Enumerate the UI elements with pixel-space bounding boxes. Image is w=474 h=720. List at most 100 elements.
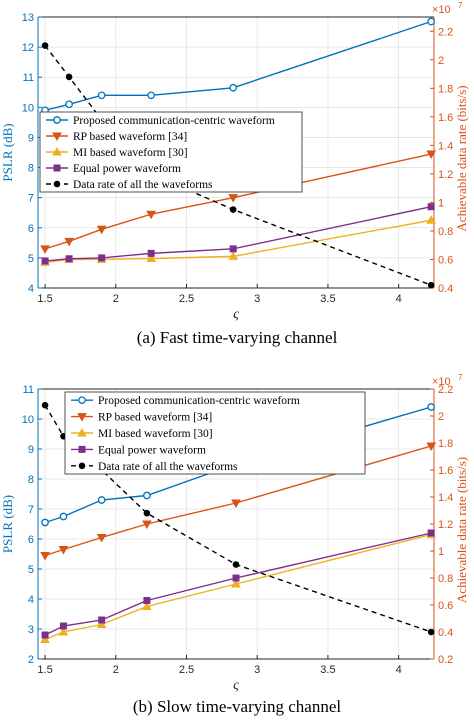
data-point bbox=[426, 442, 437, 452]
y-tick-label: 5 bbox=[28, 564, 34, 576]
right-axis-exponent-power: 7 bbox=[458, 1, 463, 10]
y-tick-label: 3 bbox=[28, 624, 34, 636]
y-tick-label: 8 bbox=[28, 163, 34, 175]
series-line bbox=[44, 20, 432, 112]
data-point bbox=[40, 552, 50, 561]
x-axis-label: ς bbox=[233, 307, 239, 322]
series-1 bbox=[41, 17, 436, 115]
y-right-axis-label: Achievable data rate (bits/s) bbox=[454, 457, 469, 603]
data-point bbox=[228, 251, 239, 260]
y-tick-label: 4 bbox=[28, 283, 34, 295]
legend: Proposed communication-centric waveform R… bbox=[64, 391, 366, 475]
y-tick-label: 13 bbox=[22, 12, 34, 24]
legend-marker bbox=[77, 427, 87, 437]
data-point bbox=[58, 626, 69, 636]
y-tick-label: 10 bbox=[22, 414, 34, 426]
x-tick-label: 2 bbox=[113, 293, 119, 305]
chart-panel-b: 1.5 2 2.5 3 3.5 42345678910110.20.40.60.811.2… bbox=[0, 373, 469, 693]
series-4 bbox=[41, 529, 435, 639]
legend-label: Equal power waveform bbox=[73, 163, 181, 175]
data-point bbox=[427, 403, 436, 411]
data-point bbox=[41, 257, 49, 265]
x-tick-label: 3.5 bbox=[320, 664, 335, 676]
data-point bbox=[65, 100, 73, 109]
y-right-tick-label: 0.6 bbox=[438, 254, 453, 266]
y-right-tick-label: 2.2 bbox=[438, 26, 453, 38]
right-axis-exponent: ×10 bbox=[432, 376, 451, 388]
chart-panel-a: 1.5 2 2.5 3 3.5 4 4 5 6 7 8 9 10 11 12 13 0.4 0.6 0.8 1 1.2 1… bbox=[0, 1, 469, 322]
y-right-tick-label: 2 bbox=[438, 411, 444, 423]
legend-marker bbox=[78, 396, 86, 405]
data-point bbox=[59, 622, 67, 630]
series-2 bbox=[40, 442, 437, 561]
data-point bbox=[97, 91, 106, 100]
legend-marker bbox=[77, 413, 87, 422]
data-point bbox=[143, 509, 151, 517]
legend-marker bbox=[52, 132, 62, 142]
legend-label: Data rate of all the waveforms bbox=[98, 461, 238, 473]
y-right-tick-label: 0.8 bbox=[438, 573, 453, 585]
data-point bbox=[146, 210, 157, 220]
y-tick-label: 7 bbox=[28, 504, 34, 516]
data-point bbox=[427, 203, 435, 211]
series-3 bbox=[40, 529, 437, 643]
data-point bbox=[229, 206, 237, 213]
y-right-tick-label: 1.4 bbox=[438, 140, 453, 152]
x-tick-label: 4 bbox=[396, 293, 402, 305]
legend-marker bbox=[53, 164, 61, 172]
caption-b: (b) Slow time-varying channel bbox=[132, 697, 342, 716]
data-point bbox=[427, 628, 435, 636]
x-axis-label: ς bbox=[233, 678, 239, 693]
y-right-tick-label: 1.8 bbox=[438, 83, 453, 95]
x-tick-label: 2 bbox=[113, 664, 119, 676]
legend-label: Proposed communication-centric waveform bbox=[98, 395, 300, 407]
data-point bbox=[147, 91, 155, 100]
data-point bbox=[96, 534, 107, 543]
y-right-tick-label: 2.2 bbox=[438, 384, 453, 396]
data-point bbox=[98, 616, 106, 624]
legend: Proposed communication-centric waveform R… bbox=[39, 111, 303, 193]
data-point bbox=[41, 518, 49, 527]
y-right-tick-label: 1.8 bbox=[438, 438, 453, 450]
data-point bbox=[58, 546, 69, 555]
legend-label: Data rate of all the waveforms bbox=[73, 179, 213, 191]
data-point bbox=[97, 496, 106, 504]
y-right-tick-label: 0.4 bbox=[438, 283, 453, 295]
data-point bbox=[41, 42, 49, 49]
series-line bbox=[44, 404, 432, 633]
data-point bbox=[232, 574, 240, 582]
legend-label: RP based waveform [34] bbox=[73, 131, 187, 143]
x-tick-label: 3 bbox=[254, 293, 260, 305]
y-tick-label: 6 bbox=[28, 223, 34, 235]
data-point bbox=[229, 245, 237, 253]
y-tick-label: 9 bbox=[28, 444, 34, 456]
x-tick-label: 4 bbox=[396, 664, 402, 676]
y-right-tick-label: 2 bbox=[438, 55, 444, 67]
data-point bbox=[40, 245, 50, 254]
right-axis-exponent: ×10 bbox=[432, 4, 451, 16]
series-line bbox=[44, 445, 432, 557]
legend-label: MI based waveform [30] bbox=[98, 428, 213, 440]
y-tick-label: 11 bbox=[23, 384, 34, 396]
series-line bbox=[44, 219, 432, 264]
legend-label: Equal power waveform bbox=[98, 444, 206, 456]
data-point bbox=[427, 17, 436, 26]
data-point bbox=[64, 237, 74, 247]
data-point bbox=[231, 499, 241, 509]
data-point bbox=[98, 254, 106, 262]
data-point bbox=[146, 253, 157, 262]
data-point bbox=[147, 249, 155, 257]
legend-label: Proposed communication-centric waveform bbox=[73, 115, 275, 127]
x-tick-label: 3 bbox=[254, 664, 260, 676]
data-point bbox=[143, 491, 151, 500]
y-right-tick-label: 1.6 bbox=[438, 112, 453, 124]
legend-label: RP based waveform [34] bbox=[98, 412, 212, 424]
series-4 bbox=[41, 203, 435, 265]
data-point bbox=[427, 281, 435, 289]
y-tick-label: 11 bbox=[23, 72, 34, 84]
y-tick-label: 2 bbox=[28, 654, 34, 666]
y-tick-label: 8 bbox=[28, 474, 34, 486]
caption-a: (a) Fast time-varying channel bbox=[136, 328, 338, 347]
data-point bbox=[65, 255, 73, 263]
